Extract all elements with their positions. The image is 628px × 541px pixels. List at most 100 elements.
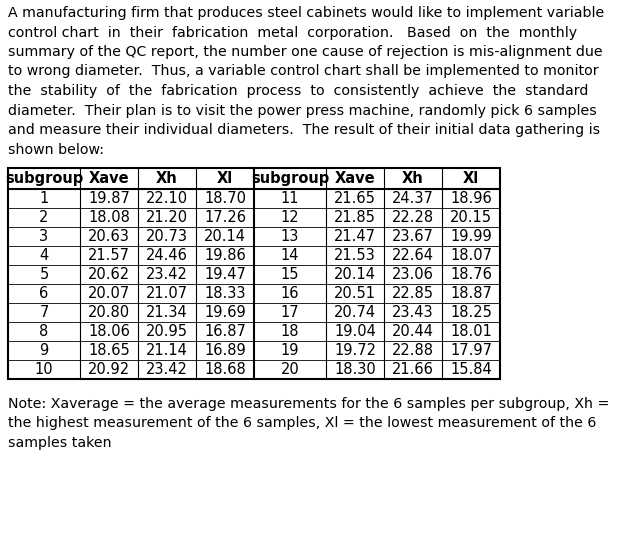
Text: 18.25: 18.25 [450,305,492,320]
Text: 18.30: 18.30 [334,362,376,377]
Text: 19: 19 [281,343,300,358]
Text: 18.01: 18.01 [450,324,492,339]
Text: 21.14: 21.14 [146,343,188,358]
Text: 21.07: 21.07 [146,286,188,301]
Text: 20.80: 20.80 [88,305,130,320]
Text: 19.87: 19.87 [88,191,130,206]
Text: 22.10: 22.10 [146,191,188,206]
Text: the highest measurement of the 6 samples, Xl = the lowest measurement of the 6: the highest measurement of the 6 samples… [8,417,597,431]
Text: and measure their individual diameters.  The result of their initial data gather: and measure their individual diameters. … [8,123,600,137]
Text: 17: 17 [281,305,300,320]
Text: 4: 4 [40,248,48,263]
Text: 18.76: 18.76 [450,267,492,282]
Text: 18.96: 18.96 [450,191,492,206]
Text: 18: 18 [281,324,300,339]
Text: 17.97: 17.97 [450,343,492,358]
Text: 21.20: 21.20 [146,210,188,225]
Text: subgroup: subgroup [5,171,83,186]
Text: 18.68: 18.68 [204,362,246,377]
Text: 20.51: 20.51 [334,286,376,301]
Text: 19.04: 19.04 [334,324,376,339]
Text: 18.33: 18.33 [204,286,246,301]
Text: 11: 11 [281,191,300,206]
Text: 20.95: 20.95 [146,324,188,339]
Text: control chart  in  their  fabrication  metal  corporation.   Based  on  the  mon: control chart in their fabrication metal… [8,25,577,39]
Text: Xave: Xave [89,171,129,186]
Text: 18.07: 18.07 [450,248,492,263]
Text: 8: 8 [40,324,48,339]
Text: Xl: Xl [217,171,233,186]
Text: 3: 3 [40,229,48,244]
Text: 24.37: 24.37 [392,191,434,206]
Text: 21.85: 21.85 [334,210,376,225]
Text: 19.86: 19.86 [204,248,246,263]
Text: 20: 20 [281,362,300,377]
Text: 23.42: 23.42 [146,362,188,377]
Text: A manufacturing firm that produces steel cabinets would like to implement variab: A manufacturing firm that produces steel… [8,6,604,20]
Text: 21.53: 21.53 [334,248,376,263]
Text: 20.73: 20.73 [146,229,188,244]
Text: 21.65: 21.65 [334,191,376,206]
Text: 13: 13 [281,229,299,244]
Text: 20.14: 20.14 [204,229,246,244]
Text: 10: 10 [35,362,53,377]
Text: subgroup: subgroup [251,171,329,186]
Text: 19.99: 19.99 [450,229,492,244]
Text: 23.67: 23.67 [392,229,434,244]
Text: 19.72: 19.72 [334,343,376,358]
Text: 16.87: 16.87 [204,324,246,339]
Text: 18.65: 18.65 [88,343,130,358]
Text: 1: 1 [40,191,48,206]
Text: 24.46: 24.46 [146,248,188,263]
Text: 18.70: 18.70 [204,191,246,206]
Text: 21.34: 21.34 [146,305,188,320]
Text: to wrong diameter.  Thus, a variable control chart shall be implemented to monit: to wrong diameter. Thus, a variable cont… [8,64,598,78]
Text: shown below:: shown below: [8,142,104,156]
Text: Xh: Xh [402,171,424,186]
Text: 22.88: 22.88 [392,343,434,358]
Text: 17.26: 17.26 [204,210,246,225]
Text: 21.47: 21.47 [334,229,376,244]
Text: 20.15: 20.15 [450,210,492,225]
Text: 23.42: 23.42 [146,267,188,282]
Text: Xave: Xave [335,171,376,186]
Text: 20.62: 20.62 [88,267,130,282]
Text: diameter.  Their plan is to visit the power press machine, randomly pick 6 sampl: diameter. Their plan is to visit the pow… [8,103,597,117]
Text: 12: 12 [281,210,300,225]
Text: 20.63: 20.63 [88,229,130,244]
Text: 21.57: 21.57 [88,248,130,263]
Text: 14: 14 [281,248,300,263]
Text: 2: 2 [40,210,49,225]
Bar [8,168,500,379]
Text: summary of the QC report, the number one cause of rejection is mis-alignment due: summary of the QC report, the number one… [8,45,603,59]
Text: 15: 15 [281,267,300,282]
Text: 22.64: 22.64 [392,248,434,263]
Text: 7: 7 [40,305,49,320]
Text: 20.44: 20.44 [392,324,434,339]
Text: the  stability  of  the  fabrication  process  to  consistently  achieve  the  s: the stability of the fabrication process… [8,84,588,98]
Text: 9: 9 [40,343,48,358]
Text: 15.84: 15.84 [450,362,492,377]
Text: 23.06: 23.06 [392,267,434,282]
Text: 18.08: 18.08 [88,210,130,225]
Text: 21.66: 21.66 [392,362,434,377]
Text: 6: 6 [40,286,48,301]
Text: 20.92: 20.92 [88,362,130,377]
Text: 20.74: 20.74 [334,305,376,320]
Text: samples taken: samples taken [8,436,112,450]
Text: 20.14: 20.14 [334,267,376,282]
Text: 18.87: 18.87 [450,286,492,301]
Text: 20.07: 20.07 [88,286,130,301]
Text: 16: 16 [281,286,300,301]
Text: 5: 5 [40,267,48,282]
Text: 23.43: 23.43 [392,305,434,320]
Text: 19.47: 19.47 [204,267,246,282]
Text: 19.69: 19.69 [204,305,246,320]
Text: Note: Xaverage = the average measurements for the 6 samples per subgroup, Xh =: Note: Xaverage = the average measurement… [8,397,609,411]
Text: 16.89: 16.89 [204,343,246,358]
Text: 22.28: 22.28 [392,210,434,225]
Text: Xh: Xh [156,171,178,186]
Text: 22.85: 22.85 [392,286,434,301]
Text: 18.06: 18.06 [88,324,130,339]
Text: Xl: Xl [463,171,479,186]
